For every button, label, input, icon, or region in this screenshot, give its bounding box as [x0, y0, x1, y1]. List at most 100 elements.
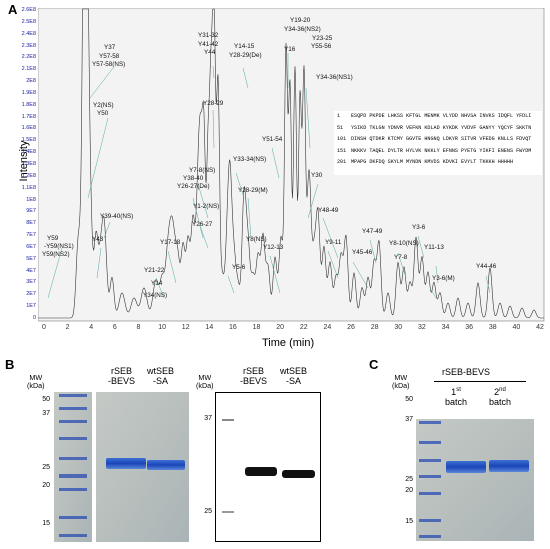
ladder-bands: [59, 394, 87, 537]
y-tick-label: 1.5E8: [21, 137, 36, 144]
peak-annotation: Y5-6: [232, 264, 246, 271]
annotation-leader-line: [212, 109, 215, 149]
peak-annotation: Y57-58(NS): [92, 61, 126, 68]
gel-mw-tick: 20: [42, 482, 50, 489]
x-tick-label: 18: [252, 324, 261, 331]
gel-c-mw-tick: 50: [405, 396, 413, 403]
peak-annotation: Y55-56: [311, 43, 332, 50]
annotation-leader-line: [89, 67, 114, 99]
sequence-row: 51 YSIKD TKLGN YDNVR VEFKN KDLAD KYKDK YV…: [337, 124, 542, 131]
wb-wtseb-band: [282, 470, 315, 478]
gel-c-mw-tick: 37: [405, 416, 413, 423]
annotation-leader-line: [327, 250, 339, 279]
x-tick-label: 4: [89, 324, 94, 331]
peak-annotation: Y43: [92, 236, 104, 243]
annotation-leader-line: [307, 183, 319, 219]
gel-mw-tick: 50: [42, 396, 50, 403]
wtseb-sa-band: [147, 460, 185, 470]
peak-annotation: Y17-18: [160, 239, 181, 246]
wb-marker-25: [222, 511, 234, 513]
gel-lane-label-rseb: rSEB -BEVS: [108, 366, 136, 386]
peak-annotation: Y21-22: [144, 267, 165, 274]
y-tick-label: 6E7: [26, 243, 36, 250]
chromatogram-x-ticks: 0 2 4 6 8 10 12 14 16 18 20 22 24 26 28 30 32 34 36 38 40 42: [0, 324, 550, 334]
x-tick-label: 14: [205, 324, 214, 331]
x-tick-label: 22: [299, 324, 308, 331]
gel-mw-label: MW (kDa): [27, 373, 45, 390]
y-tick-label: 1.7E8: [21, 113, 36, 120]
y-tick-label: 3E7: [26, 279, 36, 286]
annotation-leader-line: [305, 87, 311, 149]
sequence-residues: NKKKV TAQEL DYLTR HYLVK NKKLY EFNNS PYET…: [351, 147, 532, 154]
annotation-leader-line: [227, 275, 235, 294]
peak-annotation: Y38-40: [183, 175, 204, 182]
peak-annotation: Y51-54: [262, 136, 283, 143]
x-tick-label: 0: [42, 324, 46, 331]
gel-mw-tick: 25: [42, 464, 50, 471]
y-tick-label: 9E7: [26, 208, 36, 215]
annotation-leader-line: [485, 275, 491, 294]
batch-1-label: 1st batch: [445, 387, 467, 408]
chromatogram-x-axis-label: Time (min): [262, 337, 315, 349]
x-tick-label: 40: [512, 324, 521, 331]
panel-c-mw-ticks: 50 37 25 20 15: [393, 396, 415, 546]
y-tick-label: 2.4E8: [21, 30, 36, 37]
peak-annotations: Y37 Y57-58 Y57-58(NS) Y2(NS) Y50 Y59 -Y59(NS1)…: [42, 17, 496, 299]
y-tick-label: 5E7: [26, 255, 36, 262]
x-tick-label: 34: [441, 324, 450, 331]
sds-page-gel-b: [54, 392, 189, 542]
annotation-leader-line: [269, 255, 281, 294]
batch-1-number: 1: [451, 387, 457, 397]
annotation-leader-line: [199, 225, 209, 249]
peak-annotation: Y59(NS2): [42, 251, 70, 258]
peak-annotation: Y34-36(NS1): [316, 74, 353, 81]
protein-sequence-lines: 1 ESQPD PKPDE LHKSS KFTGL MENMK VLYDD NHV…: [334, 111, 542, 165]
batch-2-band: [489, 460, 529, 472]
y-tick-label: 0: [32, 315, 36, 321]
panel-a-letter: A: [8, 2, 18, 17]
peak-annotation: Y7-8: [394, 254, 408, 261]
panel-c-header-rule: [434, 381, 526, 382]
y-tick-label: 1.9E8: [21, 89, 36, 96]
sequence-row: 201 MPAPG DKFDQ SKYLM MYNDN KMVDS KDVKI E…: [337, 160, 542, 165]
peak-annotation: Y31-32: [198, 32, 219, 39]
chromatogram-y-ticks: 2.6E8 2.5E8 2.4E8 2.3E8 2.2E8 2.1E8 2E8 1.9E8 1.…: [8, 0, 38, 330]
annotation-leader-line: [103, 221, 111, 239]
sequence-residues: DINSH QTDKR KTCMY GGVTE HNGNQ LDKYR SITV…: [351, 136, 532, 143]
y-tick-label: 7E7: [26, 232, 36, 239]
batch-2-suffix: nd: [499, 387, 506, 393]
sequence-position: 101: [337, 136, 347, 143]
x-tick-label: 10: [158, 324, 166, 331]
peak-annotation: Y41-42: [198, 41, 219, 48]
peak-annotation: Y9-11: [325, 239, 342, 246]
annotation-leader-lines: [47, 53, 491, 299]
peak-annotation: Y45-46: [352, 249, 373, 256]
wb-lane-label-rseb: rSEB -BEVS: [240, 366, 268, 386]
peak-annotation: Y11-13: [424, 244, 444, 251]
peak-annotation: Y28-29(M): [238, 187, 268, 194]
gel-c-background: [416, 419, 534, 541]
peak-annotation: Y34-36(NS2): [284, 26, 321, 33]
wb-mw-25: 25: [204, 508, 212, 515]
y-tick-label: 2.2E8: [21, 54, 36, 61]
y-tick-label: 1.6E8: [21, 125, 36, 132]
peak-annotation: Y59: [47, 235, 59, 242]
panel-b-letter: B: [5, 357, 15, 372]
x-tick-label: 32: [417, 324, 426, 331]
peak-annotation: Y57-58: [99, 53, 120, 60]
peak-annotation: Y28-29(De): [229, 52, 262, 59]
y-tick-label: 8E7: [26, 220, 36, 227]
sds-page-gel-c: [416, 419, 534, 541]
gel-ladder-lane: [54, 392, 92, 542]
panel-c-letter: C: [369, 357, 379, 372]
sequence-residues: YSIKD TKLGN YDNVR VEFKN KDLAD KYKDK YVDV…: [351, 124, 532, 131]
gel-mw-ticks: 50 37 25 20 15: [30, 396, 52, 546]
peak-annotation: Y3-6: [412, 224, 426, 231]
peak-annotation: Y7-8(NS): [189, 167, 216, 174]
y-tick-label: 1.3E8: [21, 161, 36, 167]
gel-c-ladder-bands: [419, 421, 441, 538]
gel-lane-label-wtseb: wtSEB -SA: [147, 366, 175, 386]
annotation-leader-line: [429, 287, 437, 299]
y-tick-label: 1.4E8: [21, 149, 36, 156]
gel-c-mw-tick: 25: [405, 476, 413, 483]
